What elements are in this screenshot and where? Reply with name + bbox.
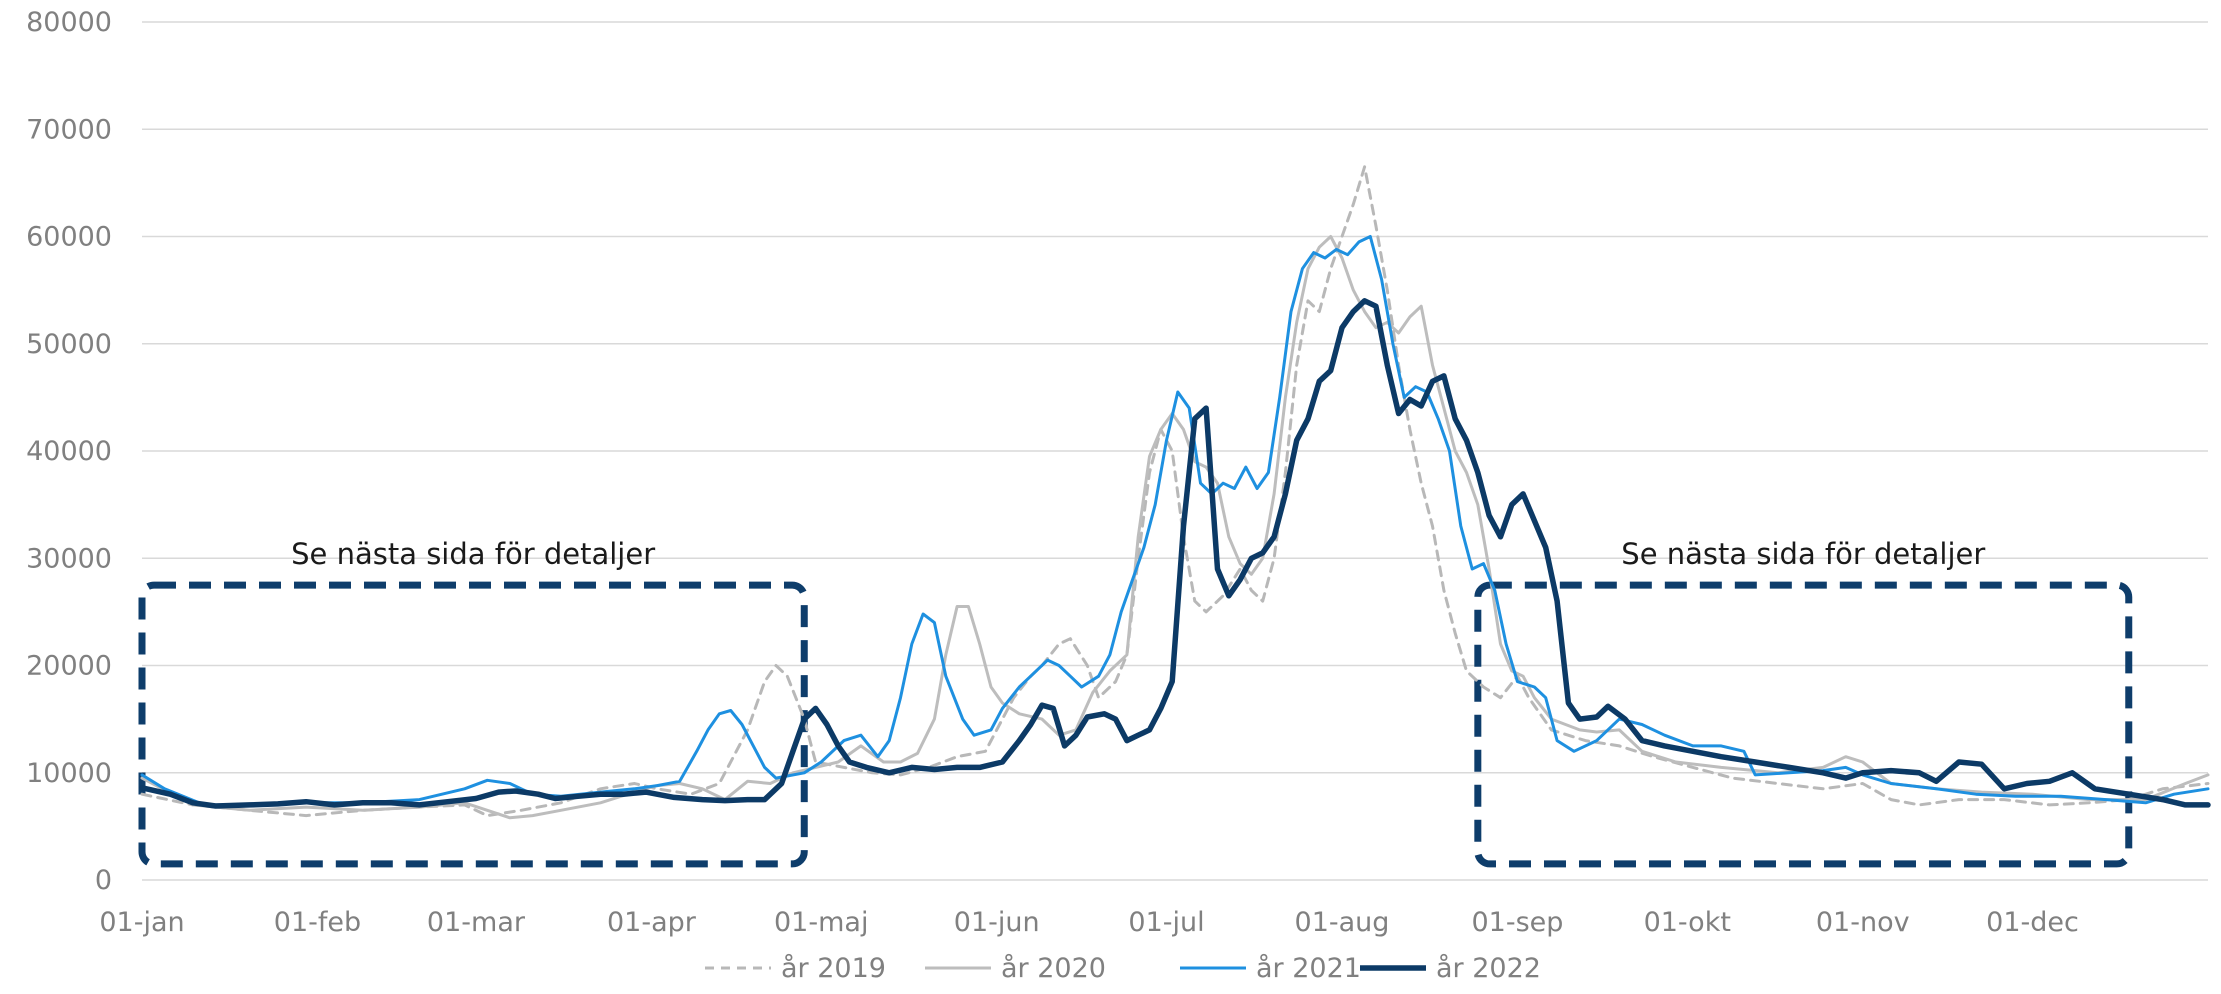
y-tick-label: 50000 xyxy=(26,329,112,360)
annotation-label: Se nästa sida för detaljer xyxy=(1621,537,1985,571)
series-line-2 xyxy=(140,235,2210,807)
annotation-label: Se nästa sida för detaljer xyxy=(291,537,655,571)
gridlines xyxy=(142,21,2208,881)
legend-label: år 2020 xyxy=(1001,953,1106,984)
x-tick-label: 01-jan xyxy=(99,907,184,938)
x-tick-label: 01-mar xyxy=(427,907,526,938)
series-line-0 xyxy=(140,165,2210,818)
x-tick-label: 01-sep xyxy=(1471,907,1563,938)
x-tick-label: 01-jun xyxy=(954,907,1040,938)
annotation-box xyxy=(1474,581,2133,868)
x-tick-label: 01-jul xyxy=(1128,907,1204,938)
x-tick-label: 01-feb xyxy=(274,907,361,938)
legend-label: år 2021 xyxy=(1256,953,1361,984)
x-tick-label: 01-aug xyxy=(1295,907,1390,938)
x-tick-label: 01-nov xyxy=(1816,907,1910,938)
y-tick-label: 70000 xyxy=(26,114,112,145)
y-axis-ticks: 0 10000 20000 30000 40000 50000 60000 70000 8000… xyxy=(26,7,112,896)
y-tick-label: 20000 xyxy=(26,651,112,682)
x-tick-label: 01-okt xyxy=(1644,907,1731,938)
y-tick-label: 10000 xyxy=(26,758,112,789)
series-line-3 xyxy=(139,298,2211,809)
series-line-1 xyxy=(140,235,2210,820)
series-lines xyxy=(139,165,2211,820)
legend-label: år 2022 xyxy=(1436,953,1541,984)
y-tick-label: 60000 xyxy=(26,222,112,253)
annotation-boxes xyxy=(138,581,2133,868)
legend: år 2019 år 2020 år 2021 år 2022 xyxy=(705,953,1541,984)
y-tick-label: 0 xyxy=(95,865,112,896)
y-tick-label: 80000 xyxy=(26,7,112,38)
y-tick-label: 40000 xyxy=(26,436,112,467)
y-tick-label: 30000 xyxy=(26,543,112,574)
annotation-labels: Se nästa sida för detaljer Se nästa sida … xyxy=(291,537,1985,571)
x-axis-ticks: 01-jan 01-feb 01-mar 01-apr 01-maj 01-jun 01-j… xyxy=(99,907,2079,938)
annotation-box xyxy=(138,581,808,868)
x-tick-label: 01-apr xyxy=(607,907,697,938)
x-tick-label: 01-dec xyxy=(1986,907,2079,938)
x-tick-label: 01-maj xyxy=(774,907,868,938)
legend-label: år 2019 xyxy=(781,953,886,984)
